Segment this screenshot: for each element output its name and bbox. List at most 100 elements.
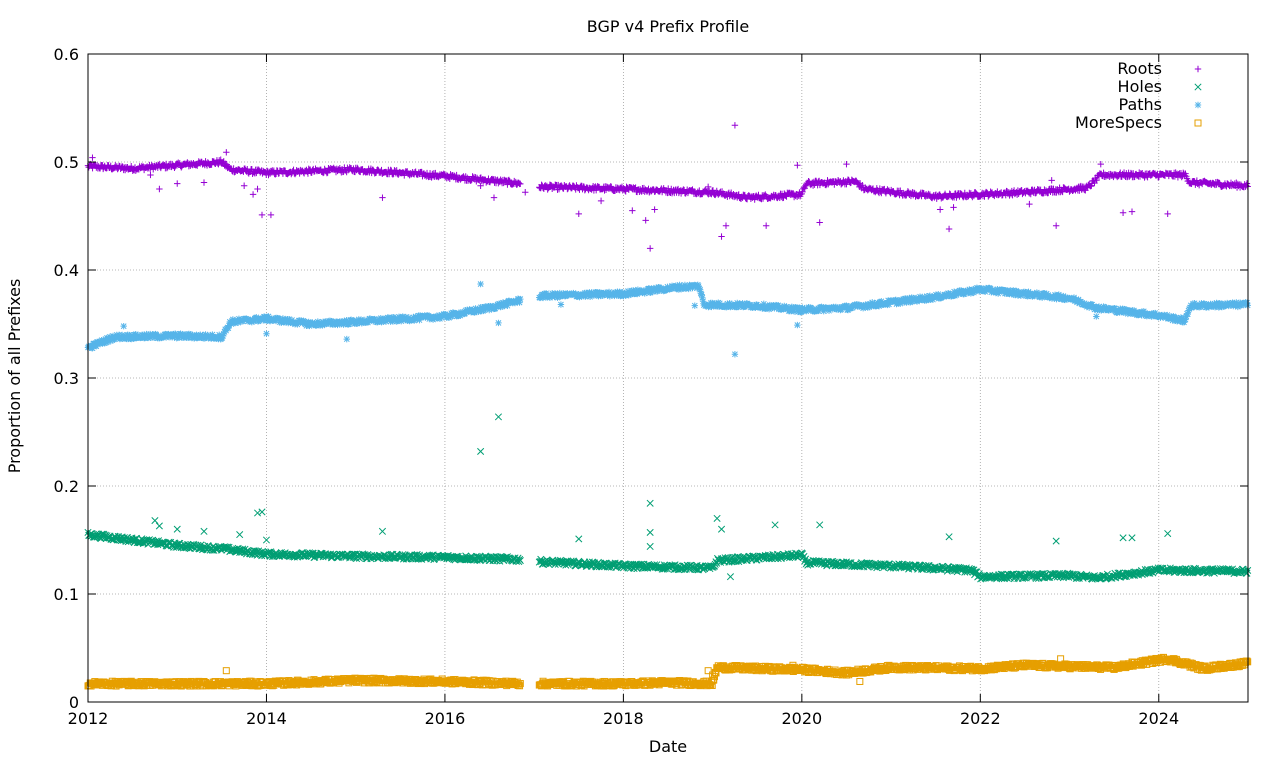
outlier-point: [258, 508, 266, 516]
outlier-point: [1119, 534, 1127, 542]
outlier-point: [1052, 537, 1060, 545]
data-point: [323, 169, 331, 177]
outlier-point: [936, 206, 944, 213]
data-point: [745, 192, 752, 199]
outlier-point: [253, 509, 262, 517]
outlier-point: [1128, 534, 1136, 542]
outlier-point: [816, 521, 824, 529]
outlier-point: [156, 185, 163, 193]
outlier-point: [646, 542, 654, 551]
outlier-point: [151, 517, 159, 525]
data-point: [515, 179, 523, 187]
data-point: [709, 187, 717, 194]
outlier-point: [597, 197, 605, 205]
outlier-point: [642, 217, 649, 224]
data-point: [272, 171, 279, 178]
outlier-point: [200, 527, 208, 535]
series-holes: [84, 413, 1252, 583]
outlier-point: [1164, 210, 1171, 218]
data-point: [601, 187, 608, 194]
data-point: [265, 171, 272, 179]
plot-data: [84, 122, 1252, 690]
outlier-point: [950, 204, 957, 211]
outlier-point: [575, 535, 583, 543]
outlier-point: [629, 207, 636, 214]
outlier-point: [691, 302, 698, 309]
outlier-point: [258, 211, 266, 219]
outlier-point: [236, 531, 244, 539]
data-point: [462, 173, 469, 180]
outlier-point: [945, 533, 953, 541]
outlier-point: [490, 194, 498, 201]
outlier-point: [1128, 208, 1136, 215]
data-point: [354, 164, 361, 172]
data-point: [330, 164, 337, 172]
data-point: [178, 164, 185, 171]
data-point: [631, 184, 639, 192]
data-point: [215, 161, 222, 168]
data-point: [505, 176, 513, 184]
outlier-point: [200, 179, 208, 186]
outlier-point: [240, 182, 248, 189]
outlier-point: [1119, 209, 1127, 216]
outlier-point: [794, 321, 801, 329]
outlier-point: [722, 222, 730, 229]
data-point: [688, 187, 695, 194]
outlier-point: [575, 210, 582, 218]
data-point: [138, 162, 146, 170]
data-point: [159, 161, 167, 168]
data-point: [517, 295, 524, 303]
outlier-point: [816, 219, 823, 226]
outlier-point: [120, 322, 127, 330]
data-point: [538, 181, 545, 188]
data-point: [304, 170, 312, 177]
outlier-point: [378, 527, 387, 535]
outlier-point: [731, 351, 739, 358]
series-roots: [84, 122, 1251, 252]
outlier-point: [771, 521, 779, 529]
outlier-point: [155, 522, 163, 530]
outlier-point: [1048, 177, 1055, 184]
outlier-point: [174, 180, 181, 187]
series-morespecs: [84, 653, 1252, 690]
outlier-point: [731, 122, 739, 129]
outlier-point: [794, 162, 801, 169]
outlier-point: [267, 211, 275, 219]
data-point: [511, 177, 518, 185]
outlier-point: [651, 206, 658, 213]
outlier-point: [379, 194, 386, 201]
outlier-point: [762, 222, 770, 229]
outlier-point: [718, 233, 725, 240]
outlier-point: [1164, 529, 1172, 538]
outlier-point: [1093, 313, 1100, 320]
outlier-point: [726, 573, 735, 581]
outlier-point: [1026, 200, 1033, 208]
outlier-point: [522, 189, 529, 196]
outlier-point: [646, 245, 654, 252]
outlier-point: [646, 499, 654, 507]
outlier-point: [1097, 160, 1104, 168]
outlier-point: [263, 330, 270, 337]
series-paths: [84, 280, 1251, 358]
outlier-point: [646, 528, 654, 536]
outlier-point: [945, 225, 953, 233]
data-point: [222, 160, 229, 167]
outlier-point: [147, 171, 154, 179]
outlier-point: [223, 149, 230, 156]
outlier-point: [495, 319, 502, 327]
outlier-point: [477, 280, 484, 288]
outlier-point: [343, 335, 350, 343]
data-point: [517, 180, 524, 188]
outlier-point: [717, 525, 726, 533]
data-point: [171, 164, 178, 172]
outlier-point: [713, 514, 721, 522]
outlier-point: [254, 185, 261, 193]
outlier-point: [494, 413, 503, 421]
data-point: [428, 174, 435, 181]
outlier-point: [477, 447, 485, 455]
outlier-point: [249, 191, 257, 198]
outlier-point: [173, 525, 181, 533]
outlier-point: [1052, 222, 1060, 229]
outlier-point: [89, 154, 96, 161]
